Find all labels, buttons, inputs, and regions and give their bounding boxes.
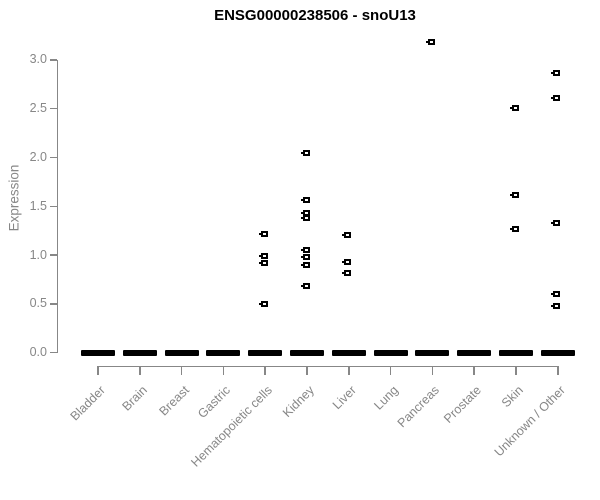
x-axis-tick [557, 365, 559, 375]
y-tick-label: 3.0 [29, 52, 47, 67]
x-axis-tick [515, 365, 517, 375]
y-axis-tick [50, 107, 57, 110]
data-point [300, 261, 310, 268]
zero-expression-cluster [331, 350, 366, 356]
data-point [551, 291, 561, 298]
x-axis-line [97, 365, 559, 367]
zero-expression-cluster [206, 350, 241, 356]
zero-expression-cluster [373, 350, 408, 356]
data-point [509, 191, 519, 198]
x-axis-tick [473, 365, 475, 375]
x-tick-label-bladder: Bladder [67, 383, 108, 424]
x-tick-label-liver: Liver [329, 383, 359, 413]
data-point [300, 215, 310, 221]
y-axis-line [56, 59, 58, 353]
zero-expression-cluster [499, 350, 533, 356]
y-axis-tick [50, 59, 57, 61]
zero-expression-cluster [457, 350, 492, 356]
y-axis-tick [50, 303, 57, 305]
data-point [551, 302, 561, 309]
data-point [258, 259, 268, 266]
zero-expression-cluster [81, 350, 115, 356]
y-axis-tick [50, 351, 57, 354]
x-axis-tick [139, 365, 141, 375]
data-point [258, 230, 268, 237]
y-tick-label: 0.5 [29, 296, 47, 311]
chart-title: ENSG00000238506 - snoU13 [214, 7, 416, 24]
zero-expression-cluster [415, 350, 450, 356]
x-tick-label-brain: Brain [119, 383, 150, 414]
x-axis-tick [306, 365, 308, 375]
data-point [342, 258, 352, 265]
x-axis-tick [97, 365, 99, 375]
zero-expression-cluster [290, 350, 324, 356]
data-point [258, 253, 268, 260]
data-point [300, 149, 310, 156]
x-axis-tick [348, 365, 350, 375]
y-tick-label: 2.0 [29, 150, 47, 164]
x-tick-label-lung: Lung [370, 383, 401, 413]
x-tick-label-prostate: Prostate [441, 383, 485, 426]
data-point [551, 69, 561, 76]
y-tick-label: 1.0 [29, 247, 47, 262]
y-axis-tick [50, 156, 57, 159]
data-point [342, 269, 352, 276]
zero-expression-cluster [122, 350, 157, 356]
data-point [300, 197, 310, 204]
zero-expression-cluster [248, 350, 283, 356]
data-point [551, 219, 561, 226]
y-axis-tick [50, 205, 57, 208]
data-point [300, 283, 310, 290]
x-tick-label-gastric: Gastric [195, 383, 234, 421]
x-tick-label-pancreas: Pancreas [395, 383, 443, 431]
y-tick-label: 2.5 [29, 101, 47, 116]
data-point [342, 231, 352, 238]
data-point [300, 254, 310, 261]
x-tick-label-hematopoietic-cells: Hematopoietic cells [188, 383, 276, 470]
x-tick-label-breast: Breast [156, 383, 192, 419]
zero-expression-cluster [164, 350, 199, 356]
x-axis-tick [222, 365, 225, 375]
data-point [425, 39, 435, 46]
data-point [551, 94, 561, 101]
x-axis-tick [264, 365, 266, 375]
y-tick-label: 0.0 [29, 345, 47, 360]
x-axis-tick [431, 365, 434, 375]
data-point [509, 104, 519, 111]
x-axis-tick [389, 365, 392, 375]
data-point [509, 225, 519, 232]
data-point [258, 300, 268, 307]
x-tick-label-skin: Skin [498, 383, 526, 411]
x-tick-label-kidney: Kidney [280, 383, 317, 420]
x-axis-tick [180, 365, 183, 375]
data-point [300, 247, 310, 254]
y-axis-tick [50, 254, 57, 256]
y-tick-label: 1.5 [29, 198, 47, 213]
zero-expression-cluster [540, 350, 575, 356]
